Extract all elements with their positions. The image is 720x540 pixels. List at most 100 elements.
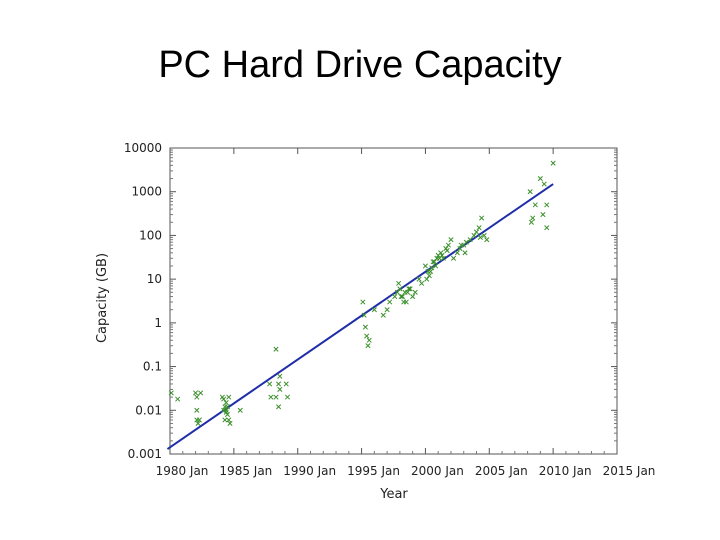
point-stroke	[416, 276, 422, 282]
data-point	[412, 289, 418, 295]
data-point	[221, 396, 227, 402]
point-stroke	[473, 229, 480, 235]
trend-line	[166, 183, 554, 450]
point-stroke	[224, 411, 231, 418]
point-stroke	[223, 409, 229, 415]
point-stroke	[467, 237, 473, 243]
data-point	[431, 259, 437, 265]
point-stroke	[404, 289, 411, 295]
x-tick-label: 2005 Jan	[475, 464, 528, 478]
data-point	[476, 225, 482, 231]
y-tick-label: 1	[154, 316, 162, 330]
data-point	[424, 276, 430, 282]
axis-ticks	[169, 147, 618, 455]
point-stroke	[438, 250, 444, 256]
data-point	[527, 189, 533, 195]
point-stroke	[168, 390, 174, 396]
point-stroke	[365, 343, 371, 349]
data-point	[537, 176, 543, 182]
point-stroke	[532, 202, 538, 208]
point-stroke	[277, 386, 283, 392]
data-point	[467, 237, 473, 243]
point-stroke	[276, 404, 282, 410]
data-point	[192, 390, 199, 396]
point-stroke	[392, 293, 398, 300]
point-stroke	[471, 232, 477, 238]
data-point	[273, 394, 279, 400]
trend-line-layer	[166, 183, 554, 450]
point-stroke	[224, 404, 231, 410]
data-point	[362, 324, 368, 330]
data-point	[366, 337, 372, 343]
data-point	[195, 420, 201, 426]
slide-title: PC Hard Drive Capacity	[158, 44, 562, 86]
point-stroke	[406, 286, 412, 292]
point-stroke	[530, 215, 536, 221]
point-stroke	[429, 265, 435, 271]
point-stroke	[283, 381, 289, 387]
data-point	[276, 381, 282, 387]
point-stroke	[550, 160, 556, 166]
data-point	[544, 202, 550, 208]
data-point	[198, 390, 204, 396]
point-stroke	[284, 394, 291, 400]
data-point	[416, 276, 422, 282]
data-point	[226, 394, 232, 400]
point-stroke	[412, 289, 418, 295]
point-stroke	[481, 232, 487, 238]
x-tick-label: 1995 Jan	[347, 464, 400, 478]
data-point	[550, 160, 556, 166]
data-point	[364, 333, 370, 339]
data-point	[361, 312, 367, 318]
point-stroke	[221, 396, 227, 402]
data-point	[528, 219, 534, 225]
data-point	[226, 417, 232, 423]
point-stroke	[424, 276, 430, 282]
point-stroke	[194, 394, 200, 400]
data-point	[462, 250, 468, 256]
point-stroke	[430, 259, 436, 265]
data-point	[276, 404, 282, 410]
point-stroke	[445, 242, 451, 248]
point-stroke	[273, 394, 279, 400]
point-stroke	[222, 417, 228, 423]
data-point	[223, 400, 229, 406]
point-stroke	[544, 202, 550, 208]
data-point	[384, 307, 390, 313]
point-stroke	[396, 280, 402, 286]
data-point	[237, 407, 243, 413]
data-point	[479, 215, 485, 221]
point-stroke	[436, 255, 443, 261]
data-point	[380, 312, 386, 318]
data-point	[422, 263, 428, 269]
point-stroke	[427, 268, 434, 274]
data-point	[438, 250, 444, 256]
y-tick-label: 1000	[131, 185, 162, 199]
point-stroke	[410, 293, 416, 300]
data-point	[273, 346, 279, 352]
data-point	[387, 299, 393, 305]
data-point	[426, 273, 432, 279]
point-stroke	[454, 250, 460, 256]
point-stroke	[198, 390, 204, 396]
data-point	[430, 259, 436, 265]
point-stroke	[450, 255, 457, 261]
point-stroke	[476, 225, 482, 231]
point-stroke	[175, 396, 181, 402]
point-stroke	[364, 333, 370, 339]
data-point	[365, 343, 371, 349]
point-stroke	[477, 234, 483, 240]
data-point	[284, 394, 291, 400]
data-point	[544, 225, 550, 231]
data-point	[196, 417, 202, 423]
data-point	[268, 394, 274, 400]
data-point	[532, 202, 538, 208]
point-stroke	[380, 312, 386, 318]
point-stroke	[419, 280, 425, 286]
plot-area	[169, 147, 618, 455]
data-point	[222, 417, 228, 423]
point-stroke	[537, 176, 543, 182]
point-stroke	[448, 237, 454, 243]
point-stroke	[387, 299, 393, 305]
